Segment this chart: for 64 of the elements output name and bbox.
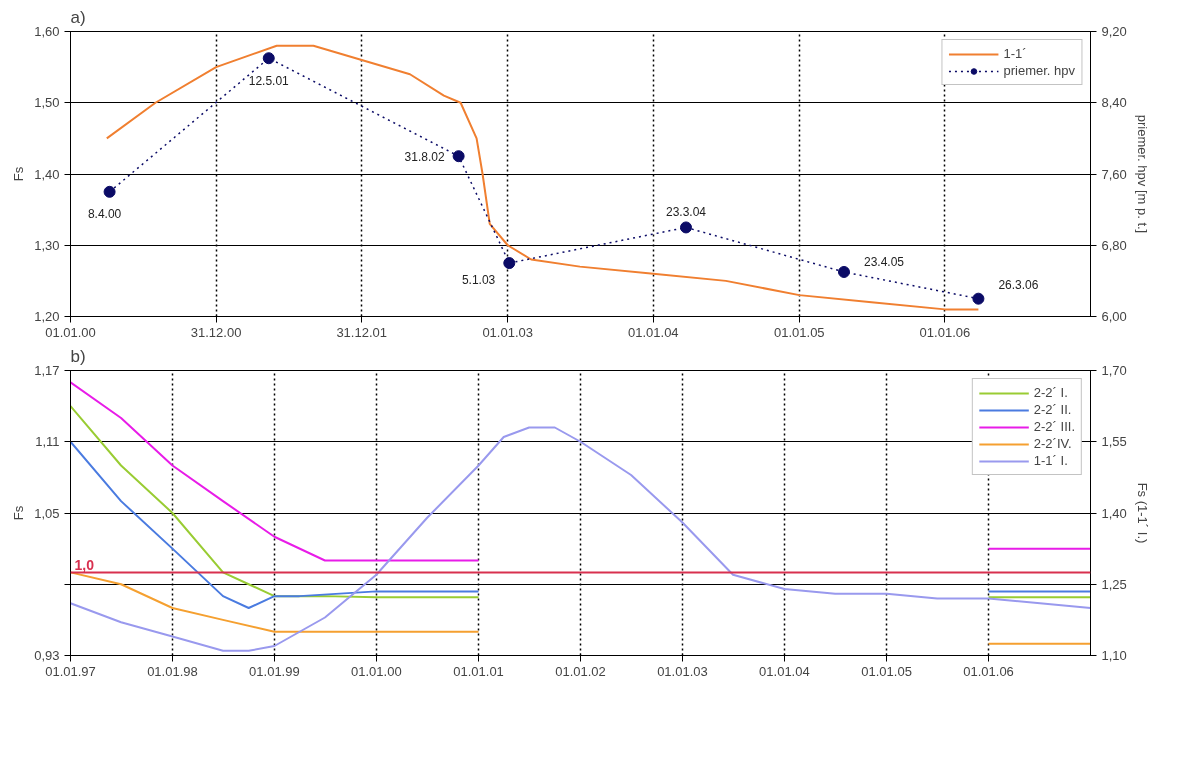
y-tick-label: 1,60 (34, 24, 60, 39)
data-label: 5.1.03 (461, 272, 496, 287)
y-tick-label: 1,50 (34, 95, 60, 111)
data-label: 12.5.01 (248, 73, 290, 88)
y2-tick-label: 6,80 (1101, 237, 1127, 253)
y2-axis-title: priemer. hpv [m p. t.] (1134, 114, 1150, 234)
y-axis-title: Fs (11, 166, 27, 182)
data-label: 8.4.00 (87, 207, 122, 222)
y2-axis-title: Fs (1-1´ I.) (1134, 482, 1150, 544)
y-tick-label: 1,05 (34, 505, 60, 521)
x-tick-label: 31.12.00 (190, 324, 242, 340)
x-tick-label: 01.01.00 (351, 663, 402, 679)
x-tick-label: 01.01.05 (861, 663, 912, 679)
y-tick-label: 1,17 (34, 363, 60, 378)
x-tick-label: 01.01.06 (963, 663, 1014, 679)
x-tick-label: 01.01.06 (919, 324, 971, 340)
data-label: 23.3.04 (665, 204, 707, 219)
x-tick-label: 01.01.03 (657, 663, 708, 679)
point (103, 185, 116, 198)
y2-tick-label: 1,70 (1101, 363, 1127, 378)
y-tick-label: 1,40 (34, 166, 60, 182)
x-tick-label: 01.01.02 (555, 663, 606, 679)
x-tick-label: 01.01.04 (759, 663, 810, 679)
x-tick-label: 01.01.98 (147, 663, 198, 679)
y-tick-label: 1,11 (35, 434, 60, 450)
legend-label: 1-1´ I. (1033, 453, 1068, 468)
legend-label: 1-1´ (1003, 46, 1027, 61)
chart-title: a) (70, 7, 86, 27)
x-tick-label: 01.01.01 (453, 663, 504, 679)
y-tick-label: 1,30 (34, 237, 60, 253)
y-tick-label: 1,20 (34, 309, 60, 324)
x-tick-label: 01.01.03 (482, 324, 534, 340)
point (503, 257, 516, 270)
legend-label: 2-2´ I. (1033, 385, 1068, 400)
y2-tick-label: 9,20 (1101, 24, 1127, 39)
x-tick-label: 01.01.00 (45, 324, 96, 340)
y2-tick-label: 1,10 (1101, 648, 1127, 663)
chart-title: b) (70, 346, 86, 366)
y2-tick-label: 7,60 (1101, 166, 1127, 182)
x-tick-label: 01.01.97 (45, 663, 96, 679)
y2-tick-label: 1,40 (1101, 505, 1127, 521)
ref-line-label: 1,0 (74, 557, 95, 574)
x-tick-label: 31.12.01 (336, 324, 388, 340)
point (972, 292, 985, 305)
data-label: 26.3.06 (998, 278, 1039, 293)
point (837, 265, 850, 278)
y-axis-title: Fs (11, 505, 27, 521)
y-tick-label: 0,93 (34, 648, 60, 663)
x-tick-label: 01.01.05 (774, 324, 825, 340)
data-label: 31.8.02 (404, 149, 445, 164)
y2-tick-label: 6,00 (1101, 309, 1127, 324)
legend-label: 2-2´ III. (1033, 419, 1075, 434)
y2-tick-label: 1,55 (1101, 434, 1127, 450)
legend-label: 2-2´ II. (1033, 402, 1072, 417)
x-tick-label: 01.01.99 (249, 663, 300, 679)
y2-tick-label: 1,25 (1101, 576, 1127, 592)
point (680, 221, 693, 234)
y2-tick-label: 8,40 (1101, 95, 1127, 111)
data-label: 23.4.05 (863, 255, 905, 270)
point (262, 52, 275, 65)
point (452, 150, 465, 163)
x-tick-label: 01.01.04 (628, 324, 679, 340)
legend-label: priemer. hpv (1003, 63, 1075, 78)
legend-label: 2-2´IV. (1033, 436, 1072, 451)
